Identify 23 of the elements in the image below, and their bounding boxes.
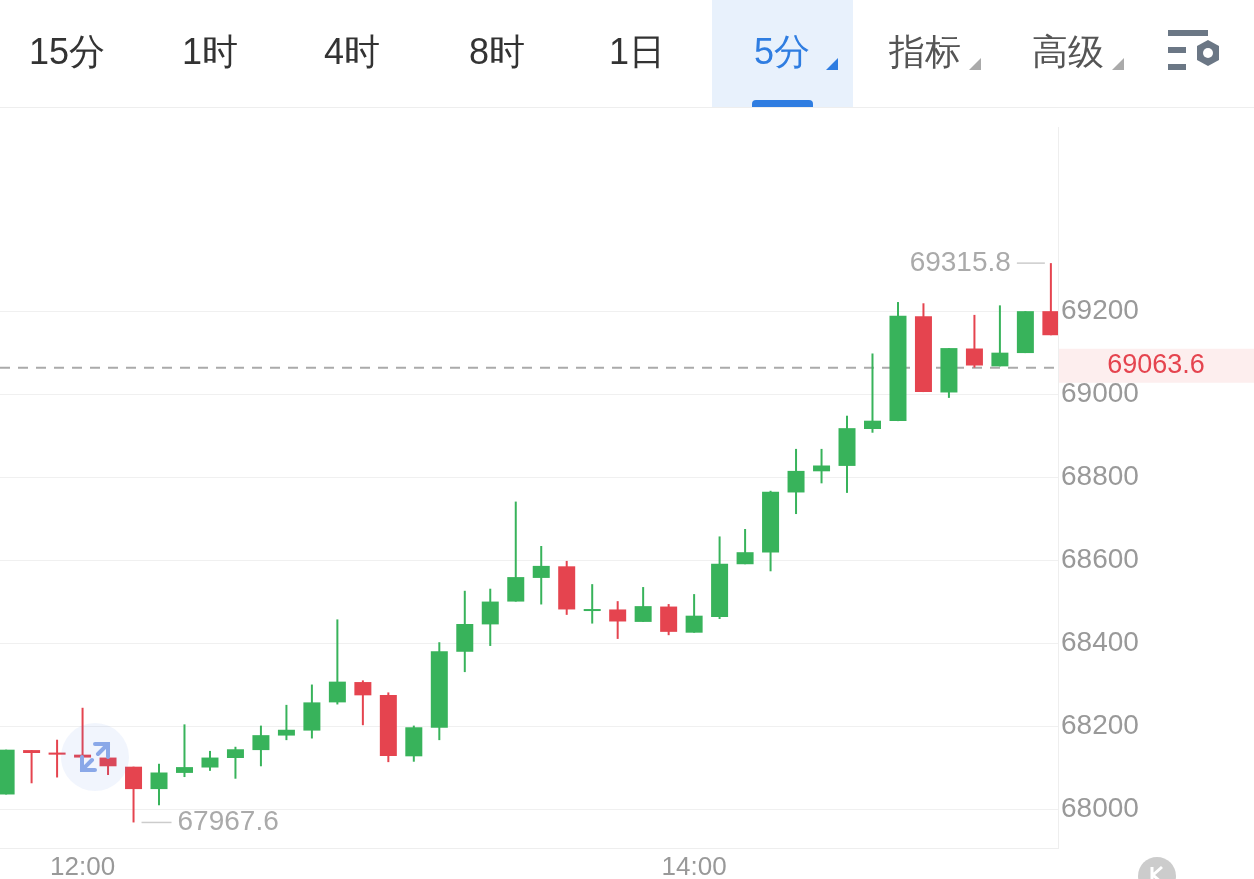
text: 1时 xyxy=(181,30,239,74)
y-tick-label: 68200 xyxy=(1060,708,1139,740)
text: 高级 xyxy=(1031,30,1105,74)
x-tick-label: 14:00 xyxy=(661,850,727,879)
candlestick xyxy=(863,353,881,433)
x-tick-label: 12:00 xyxy=(50,850,116,879)
text: 5分 xyxy=(753,30,811,74)
y-tick-label: 68400 xyxy=(1060,625,1139,657)
candlestick xyxy=(23,750,41,784)
y-tick-label: 68000 xyxy=(1060,791,1139,823)
y-tick-label: 69200 xyxy=(1060,293,1139,325)
y-tick-label: 68600 xyxy=(1060,542,1139,574)
candlestick xyxy=(48,739,66,778)
annotation: 69315.8 xyxy=(909,245,1011,277)
text: 指标 xyxy=(888,30,962,74)
text: 4时 xyxy=(323,30,381,74)
candlestick xyxy=(583,584,601,624)
y-tick-label: 68800 xyxy=(1060,459,1139,491)
text: 15分 xyxy=(27,30,106,74)
text: 8时 xyxy=(468,30,526,74)
text: 1日 xyxy=(608,30,666,74)
candlestick xyxy=(175,724,193,778)
annotation: 67967.6 xyxy=(177,805,279,837)
